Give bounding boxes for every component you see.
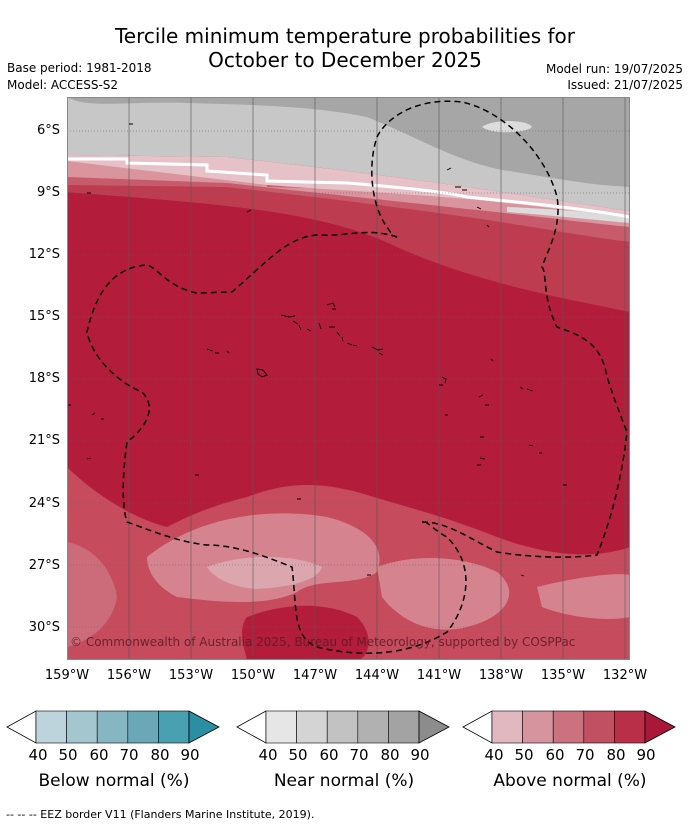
colorbar-tick: 80 <box>380 746 400 764</box>
above-normal-80-region <box>67 192 630 555</box>
above-normal-60-region <box>67 542 117 647</box>
colorbar-segment <box>265 710 297 744</box>
colorbar-tick: 90 <box>636 746 656 764</box>
lon-label: 135°W <box>540 668 586 683</box>
lon-label: 141°W <box>416 668 462 683</box>
lat-label: 27°S <box>28 558 60 573</box>
issued-text: Issued: 21/07/2025 <box>567 78 683 92</box>
colorbar-tick: 40 <box>484 746 504 764</box>
colorbar-under-segment <box>6 710 37 744</box>
colorbar-tick: 60 <box>319 746 339 764</box>
title-line-2: October to December 2025 <box>208 48 482 72</box>
near-normal-colorbar <box>236 710 450 744</box>
graticule <box>128 97 626 660</box>
lat-label: 18°S <box>28 371 60 386</box>
colorbar-segment <box>96 710 129 744</box>
colorbar-tick: 50 <box>288 746 308 764</box>
lat-label: 15°S <box>28 309 60 324</box>
probability-map: © Commonwealth of Australia 2025, Bureau… <box>67 97 630 660</box>
colorbar-over-segment <box>188 710 220 744</box>
lon-label: 144°W <box>354 668 400 683</box>
above-normal-50-region <box>67 159 630 227</box>
colorbar-tick: 70 <box>119 746 139 764</box>
colorbar-segment <box>66 710 98 744</box>
colorbar-tick: 70 <box>349 746 369 764</box>
colorbar-segment <box>583 710 615 744</box>
colorbar-tick: 50 <box>58 746 78 764</box>
colorbar-segment <box>357 710 389 744</box>
model-text: Model: ACCESS-S2 <box>7 78 119 92</box>
eez-footnote: -- -- -- EEZ border V11 (Flanders Marine… <box>6 808 315 821</box>
colorbar-segment <box>127 710 159 744</box>
colorbar-tick: 70 <box>575 746 595 764</box>
colorbar-segment <box>158 710 190 744</box>
colorbar-tick: 90 <box>180 746 200 764</box>
lat-label: 6°S <box>36 123 60 138</box>
lon-label: 138°W <box>478 668 524 683</box>
probability-boundary <box>67 157 630 219</box>
colorbar-tick: 50 <box>514 746 534 764</box>
copyright-text: © Commonwealth of Australia 2025, Bureau… <box>70 635 575 649</box>
below-normal-label: Below normal (%) <box>38 771 190 791</box>
graticule <box>67 130 630 628</box>
lon-label: 150°W <box>230 668 276 683</box>
colorbar-segment <box>388 710 420 744</box>
colorbar-tick: 40 <box>28 746 48 764</box>
above-normal-label: Above normal (%) <box>493 771 647 791</box>
lon-label: 132°W <box>602 668 648 683</box>
title-line-1: Tercile minimum temperature probabilitie… <box>114 24 576 48</box>
colorbar-tick: 90 <box>410 746 430 764</box>
map-title: Tercile minimum temperature probabilitie… <box>0 24 690 72</box>
lat-label: 21°S <box>28 433 60 448</box>
colorbar-segment <box>614 710 646 744</box>
below-normal-colorbar <box>6 710 220 744</box>
colorbar-segment <box>522 710 554 744</box>
colorbar-segment <box>552 710 585 744</box>
above-normal-colorbar <box>462 710 676 744</box>
near-normal-40-region <box>507 207 630 223</box>
colorbar-segment <box>35 710 67 744</box>
above-normal-60-region <box>377 557 510 630</box>
lat-label: 9°S <box>36 185 60 200</box>
lat-label: 30°S <box>28 620 60 635</box>
colorbar-tick: 80 <box>150 746 170 764</box>
lon-label: 156°W <box>106 668 152 683</box>
map-frame <box>67 97 630 660</box>
lat-label: 24°S <box>28 496 60 511</box>
near-normal-40-region <box>482 121 532 133</box>
eez-border <box>86 100 628 654</box>
colorbar-over-segment <box>418 710 450 744</box>
above-normal-80-region <box>242 605 369 660</box>
lon-label: 147°W <box>292 668 338 683</box>
colorbar-segment <box>491 710 523 744</box>
colorbar-tick: 40 <box>258 746 278 764</box>
near-normal-70-region <box>67 97 630 187</box>
colorbar-segment <box>296 710 328 744</box>
lat-label: 12°S <box>28 247 60 262</box>
near-normal-label: Near normal (%) <box>273 771 415 791</box>
colorbar-tick: 80 <box>606 746 626 764</box>
base-period-text: Base period: 1981-2018 <box>7 61 152 75</box>
colorbar-over-segment <box>644 710 676 744</box>
islands <box>67 123 567 577</box>
colorbar-under-segment <box>462 710 493 744</box>
colorbar-segment <box>326 710 359 744</box>
lon-label: 153°W <box>168 668 214 683</box>
model-run-text: Model run: 19/07/2025 <box>545 62 683 76</box>
colorbar-under-segment <box>236 710 267 744</box>
colorbar-tick: 60 <box>89 746 109 764</box>
above-normal-60-region <box>537 574 630 619</box>
lon-label: 159°W <box>44 668 90 683</box>
colorbar-tick: 60 <box>545 746 565 764</box>
